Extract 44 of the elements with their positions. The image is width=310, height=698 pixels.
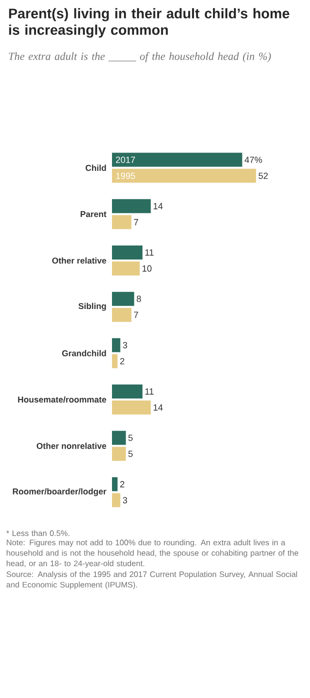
bar: [112, 168, 256, 183]
chart-subtitle: The extra adult is the _____ of the household head (in %): [8, 52, 271, 62]
series-label: 1995: [116, 172, 136, 179]
y-tick-label: Child: [86, 164, 106, 171]
data-label: 3: [122, 342, 128, 348]
bar: [112, 477, 118, 492]
data-label: 5: [128, 434, 133, 441]
bar: [112, 446, 126, 461]
bar: [112, 493, 120, 508]
data-label: 8: [136, 296, 141, 302]
y-tick-label: Other relative: [52, 257, 106, 264]
data-label: 7: [134, 312, 138, 318]
bar: [112, 292, 134, 306]
data-label: 10: [142, 265, 152, 272]
bar: [112, 245, 142, 260]
data-label: 14: [154, 404, 163, 411]
bar: [112, 261, 140, 276]
data-label: 52: [258, 172, 268, 179]
bar: [112, 152, 242, 167]
data-label: 47%: [244, 156, 262, 163]
y-tick-label: Housemate/roommate: [18, 396, 106, 403]
bar: [112, 308, 132, 322]
y-tick-label: Other nonrelative: [36, 442, 106, 449]
data-label: 11: [145, 388, 154, 395]
y-tick-label: Sibling: [78, 302, 106, 311]
y-tick-label: Parent: [80, 211, 106, 218]
chart-title: Parent(s) living in their adult child’s home is increasingly common: [9, 8, 290, 38]
data-label: 11: [145, 249, 154, 256]
bar: [112, 354, 118, 368]
data-label: 14: [154, 203, 163, 210]
y-tick-label: Grandchild: [62, 350, 106, 356]
data-label: 2: [120, 481, 124, 488]
bar: [112, 384, 142, 399]
bar: [112, 215, 132, 230]
data-label: 3: [122, 497, 128, 504]
bar: [112, 400, 151, 415]
data-label: 2: [120, 358, 124, 364]
series-label: 2017: [116, 156, 136, 163]
data-label: 7: [134, 219, 138, 226]
y-tick-label: Roomer/boarder/lodger: [12, 488, 106, 496]
bar: [112, 430, 126, 445]
bar: [112, 199, 151, 214]
bar: [112, 338, 120, 352]
data-label: 5: [128, 450, 133, 457]
